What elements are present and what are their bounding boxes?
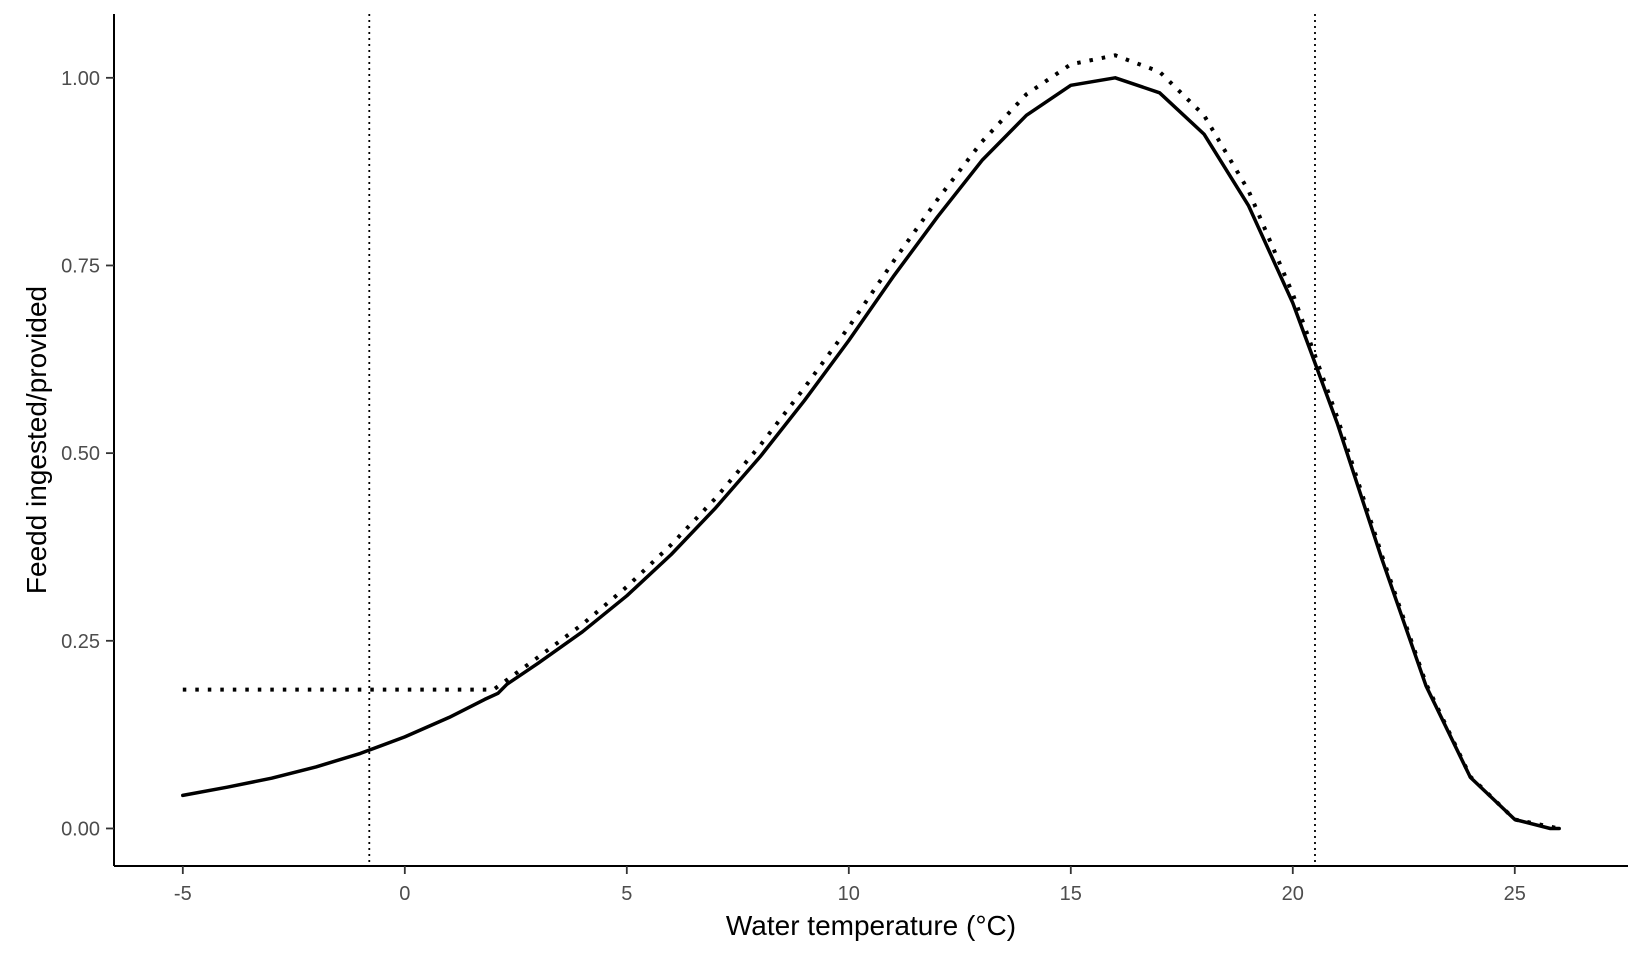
x-tick-label: -5 — [174, 883, 192, 905]
y-tick-label: 0.00 — [61, 818, 100, 840]
y-tick-label: 0.50 — [61, 443, 100, 465]
y-tick-label: 1.00 — [61, 68, 100, 90]
x-tick-label: 20 — [1282, 883, 1304, 905]
solid-series-line — [181, 76, 1561, 831]
x-axis-title: Water temperature (°C) — [726, 910, 1016, 941]
x-tick-label: 25 — [1504, 883, 1526, 905]
y-tick-label: 0.75 — [61, 255, 100, 277]
x-tick-label: 5 — [621, 883, 632, 905]
x-tick-label: 10 — [838, 883, 860, 905]
x-axis-ticks: -5 0 5 10 15 20 25 — [174, 866, 1526, 905]
y-tick-label: 0.25 — [61, 631, 100, 653]
y-axis-ticks: 0.00 0.25 0.50 0.75 1.00 — [61, 68, 114, 840]
y-axis-title: Feedd ingested/provided — [21, 286, 52, 594]
x-tick-label: 15 — [1060, 883, 1082, 905]
x-tick-label: 0 — [399, 883, 410, 905]
plot-area — [181, 14, 1561, 866]
dotted-series-line — [182, 53, 1560, 831]
